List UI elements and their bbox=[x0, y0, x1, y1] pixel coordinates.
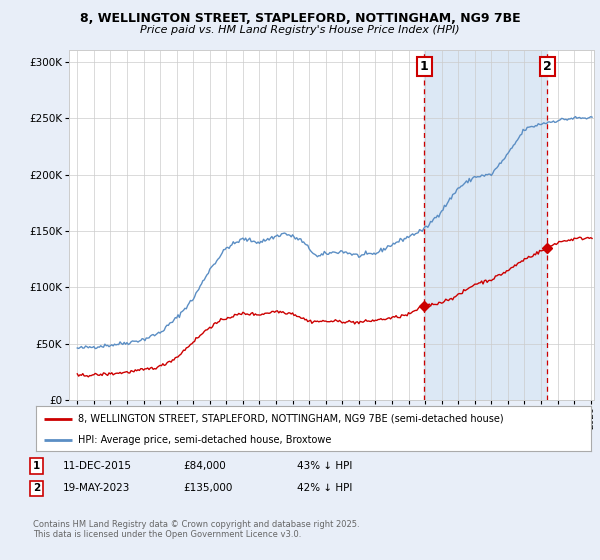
Text: Contains HM Land Registry data © Crown copyright and database right 2025.
This d: Contains HM Land Registry data © Crown c… bbox=[33, 520, 359, 539]
Text: 8, WELLINGTON STREET, STAPLEFORD, NOTTINGHAM, NG9 7BE: 8, WELLINGTON STREET, STAPLEFORD, NOTTIN… bbox=[80, 12, 520, 25]
Text: £84,000: £84,000 bbox=[183, 461, 226, 471]
Text: Price paid vs. HM Land Registry's House Price Index (HPI): Price paid vs. HM Land Registry's House … bbox=[140, 25, 460, 35]
Text: 2: 2 bbox=[33, 483, 40, 493]
Text: 11-DEC-2015: 11-DEC-2015 bbox=[63, 461, 132, 471]
Text: £135,000: £135,000 bbox=[183, 483, 232, 493]
Text: 2: 2 bbox=[543, 60, 551, 73]
Text: 42% ↓ HPI: 42% ↓ HPI bbox=[297, 483, 352, 493]
Text: 8, WELLINGTON STREET, STAPLEFORD, NOTTINGHAM, NG9 7BE (semi-detached house): 8, WELLINGTON STREET, STAPLEFORD, NOTTIN… bbox=[77, 413, 503, 423]
Text: 1: 1 bbox=[33, 461, 40, 471]
Text: 1: 1 bbox=[420, 60, 428, 73]
Text: 43% ↓ HPI: 43% ↓ HPI bbox=[297, 461, 352, 471]
Bar bbox=[424, 50, 547, 400]
Text: HPI: Average price, semi-detached house, Broxtowe: HPI: Average price, semi-detached house,… bbox=[77, 435, 331, 445]
Text: 19-MAY-2023: 19-MAY-2023 bbox=[63, 483, 130, 493]
